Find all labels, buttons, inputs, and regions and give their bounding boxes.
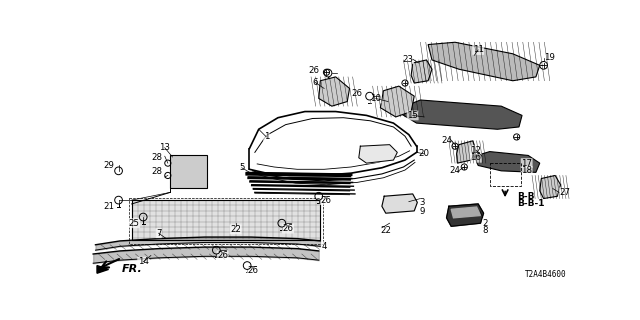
Text: FR.: FR. <box>122 264 142 275</box>
Text: 24: 24 <box>449 166 461 175</box>
Text: 29: 29 <box>103 161 114 170</box>
Bar <box>490 163 520 186</box>
Text: 22: 22 <box>230 225 241 234</box>
Text: 27: 27 <box>559 188 570 197</box>
Polygon shape <box>132 200 320 240</box>
Text: 26: 26 <box>320 196 331 204</box>
Text: 9: 9 <box>419 207 424 216</box>
Text: 26: 26 <box>352 89 363 98</box>
Polygon shape <box>411 60 432 83</box>
Text: 26: 26 <box>217 251 228 260</box>
Text: 3: 3 <box>419 198 425 207</box>
Polygon shape <box>401 100 522 129</box>
Polygon shape <box>319 77 349 106</box>
Text: 16: 16 <box>470 153 481 162</box>
Text: 23: 23 <box>403 55 413 64</box>
Text: 26: 26 <box>282 224 294 233</box>
Text: 8: 8 <box>483 227 488 236</box>
Polygon shape <box>451 207 481 218</box>
Text: 15: 15 <box>407 111 418 120</box>
Text: B-B: B-B <box>516 192 534 201</box>
Text: 7: 7 <box>156 229 161 238</box>
Text: 1: 1 <box>264 132 269 141</box>
Text: 25: 25 <box>129 219 140 228</box>
Text: 4: 4 <box>321 242 327 251</box>
Text: 18: 18 <box>521 166 532 175</box>
Polygon shape <box>359 145 397 163</box>
Polygon shape <box>540 175 561 198</box>
Text: 28: 28 <box>152 153 163 162</box>
Text: 12: 12 <box>470 146 481 155</box>
Polygon shape <box>456 141 476 163</box>
Text: 19: 19 <box>545 53 555 62</box>
Bar <box>170 156 207 188</box>
Polygon shape <box>97 266 109 273</box>
Text: 26: 26 <box>308 66 319 75</box>
Text: T2A4B4600: T2A4B4600 <box>525 270 566 279</box>
Text: 14: 14 <box>138 257 148 266</box>
Polygon shape <box>474 152 540 172</box>
Text: B-B-1: B-B-1 <box>516 199 544 208</box>
Text: 20: 20 <box>419 149 429 158</box>
Text: 22: 22 <box>380 227 391 236</box>
Text: 17: 17 <box>521 159 532 168</box>
Text: 5: 5 <box>239 163 244 172</box>
Polygon shape <box>447 204 484 226</box>
Text: 21: 21 <box>103 202 114 211</box>
Text: 11: 11 <box>473 45 484 54</box>
Text: 13: 13 <box>159 143 170 152</box>
Polygon shape <box>428 42 540 81</box>
Text: 24: 24 <box>442 136 453 145</box>
Text: 26: 26 <box>247 267 258 276</box>
Text: 28: 28 <box>152 167 163 176</box>
Text: 10: 10 <box>370 94 381 103</box>
Text: 6: 6 <box>312 78 317 87</box>
Text: 2: 2 <box>483 219 488 228</box>
Polygon shape <box>380 86 414 117</box>
Polygon shape <box>382 194 417 213</box>
